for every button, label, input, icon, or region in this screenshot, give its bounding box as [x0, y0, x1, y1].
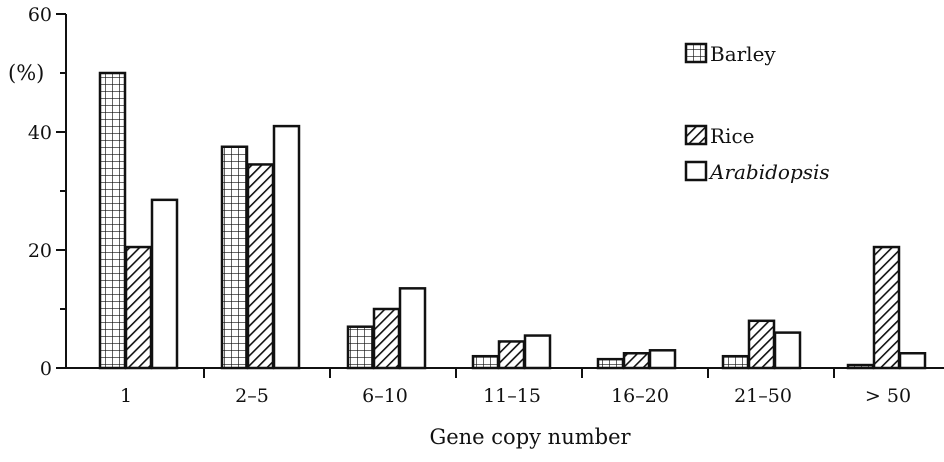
legend-swatch-barley — [684, 42, 708, 64]
x-tick-label: 1 — [120, 385, 132, 407]
bar-arabidopsis-2 — [272, 124, 301, 370]
x-tick-label: 21–50 — [734, 385, 792, 407]
bar-barley-2 — [220, 145, 249, 370]
bar-rice-3 — [372, 307, 401, 370]
bar-barley-7 — [846, 363, 875, 370]
x-tick-label: 6–10 — [362, 385, 408, 407]
x-tick-label: 11–15 — [483, 385, 541, 407]
legend-label-barley: Barley — [710, 42, 776, 66]
bar-arabidopsis-6 — [773, 331, 802, 370]
bar-barley-4 — [471, 354, 500, 370]
legend-label-rice: Rice — [710, 124, 755, 148]
bar-barley-3 — [346, 325, 375, 370]
x-axis-ticks — [203, 368, 835, 378]
y-tick-label: 40 — [28, 122, 52, 144]
bar-barley-6 — [721, 354, 750, 370]
bar-rice-1 — [124, 245, 153, 370]
bar-barley-1 — [98, 71, 127, 370]
legend: Barley Rice Arabidopsis — [684, 42, 830, 184]
bar-rice-2 — [246, 163, 275, 370]
bar-arabidopsis-4 — [523, 334, 552, 370]
y-tick-label: 60 — [28, 4, 52, 26]
bar-arabidopsis-1 — [150, 198, 179, 370]
x-tick-labels: 1 2–5 6–10 11–15 16–20 21–50 > 50 — [120, 385, 911, 407]
y-axis-ticks: 0 20 40 60 — [28, 4, 66, 380]
bar-arabidopsis-5 — [648, 349, 677, 370]
legend-swatch-arabidopsis — [684, 160, 708, 182]
y-axis-title: (%) — [8, 61, 44, 85]
bar-rice-7 — [872, 245, 901, 370]
bar-arabidopsis-3 — [398, 287, 427, 370]
bar-series — [98, 71, 927, 370]
bar-rice-5 — [622, 352, 651, 370]
bar-arabidopsis-7 — [898, 352, 927, 370]
x-axis-title: Gene copy number — [429, 425, 631, 449]
legend-label-arabidopsis: Arabidopsis — [708, 160, 830, 184]
legend-swatch-rice — [684, 124, 708, 146]
x-tick-label: 2–5 — [235, 385, 269, 407]
x-tick-label: > 50 — [865, 385, 911, 407]
x-tick-label: 16–20 — [611, 385, 669, 407]
y-tick-label: 0 — [40, 358, 52, 380]
bar-barley-5 — [596, 357, 625, 370]
bar-rice-6 — [747, 319, 776, 370]
y-tick-label: 20 — [28, 240, 52, 262]
bar-rice-4 — [497, 340, 526, 370]
